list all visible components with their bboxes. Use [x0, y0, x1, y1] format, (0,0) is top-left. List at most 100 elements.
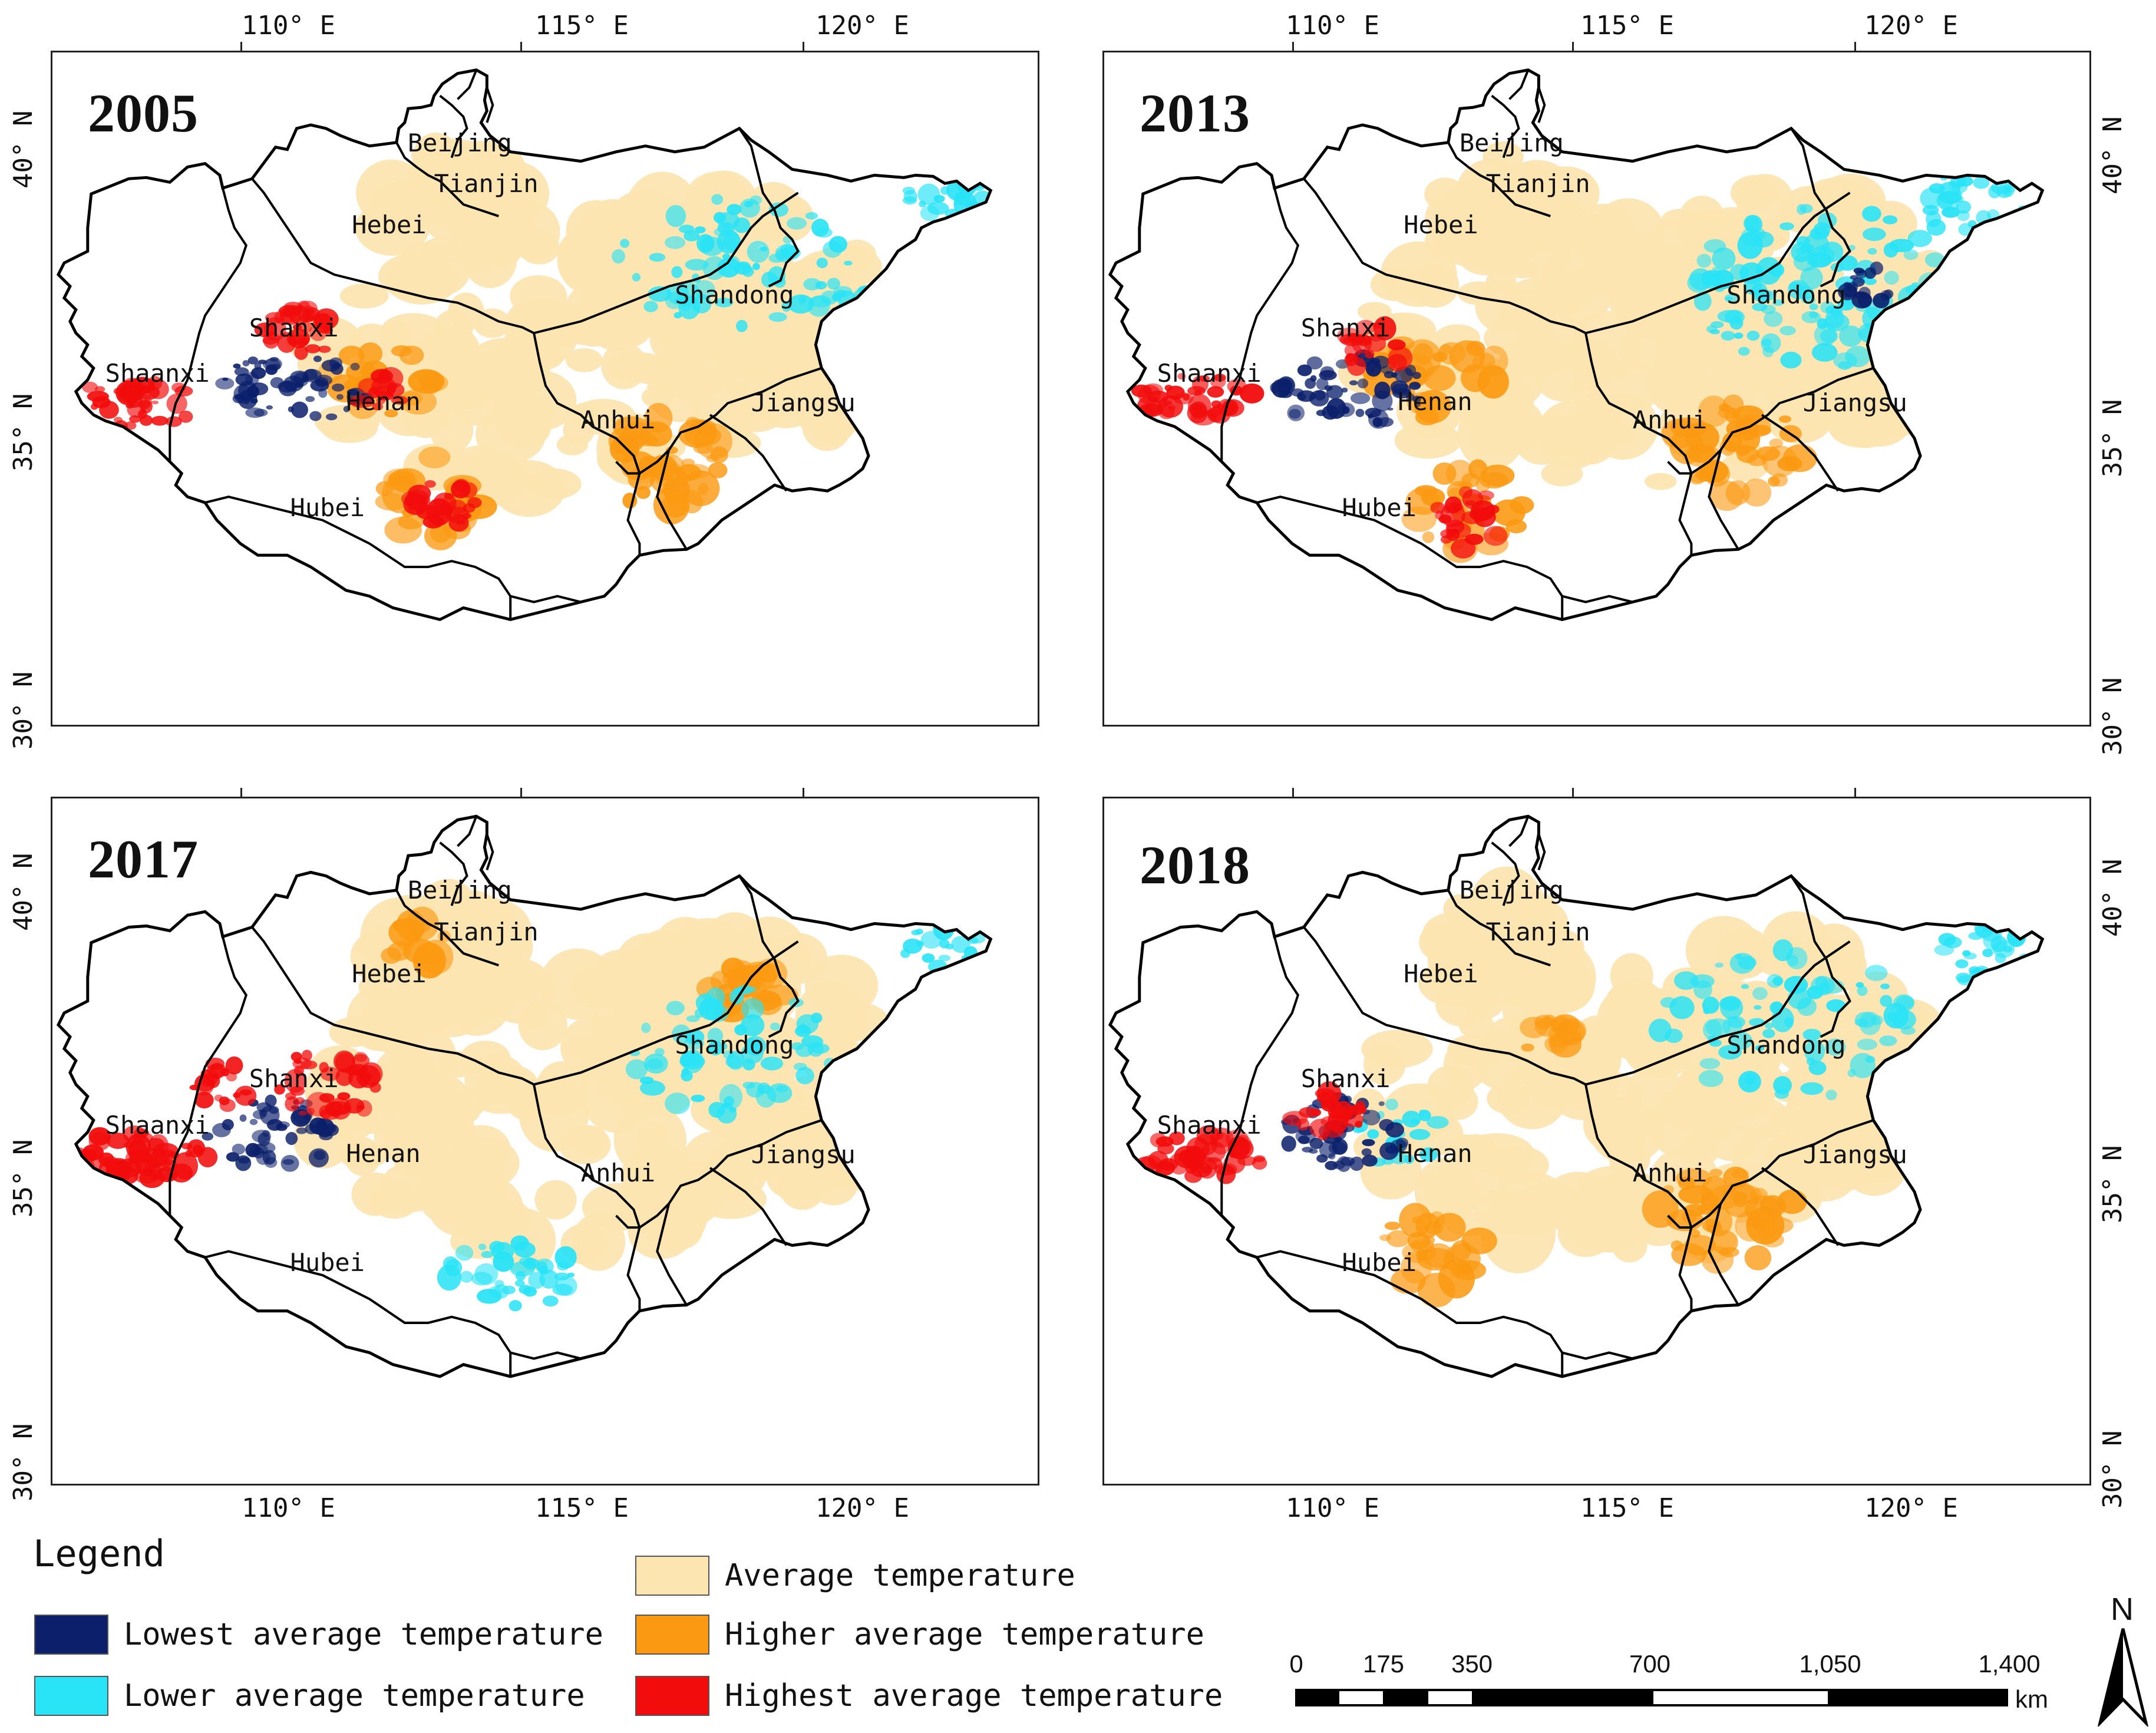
pixel-lower — [1746, 331, 1760, 341]
province-border — [639, 367, 822, 475]
pixel-highest — [1211, 400, 1221, 408]
pixel-highest — [68, 407, 86, 419]
pixel-lowest — [1290, 388, 1304, 397]
pixel-highest — [1187, 386, 1206, 396]
pixel-lower — [2010, 222, 2019, 227]
pixel-lower — [714, 227, 727, 236]
province-label-henan: Henan — [346, 387, 421, 416]
pixel-lower — [641, 1022, 651, 1034]
pixel-lower — [725, 1055, 743, 1068]
pixel-lower — [833, 286, 853, 298]
pixel-average — [329, 1017, 377, 1048]
pixel-lowest — [1309, 1137, 1323, 1150]
legend-item-highest: Highest average temperature — [635, 1676, 1223, 1716]
pixel-lowest — [343, 405, 350, 412]
pixel-lower — [733, 217, 751, 233]
pixel-lower — [872, 287, 887, 295]
pixel-lower — [1741, 984, 1749, 989]
province-label-beijing: Beijing — [407, 876, 512, 905]
pixel-higher — [1725, 408, 1741, 423]
pixel-lower — [1865, 1055, 1876, 1063]
pixel-average — [850, 358, 886, 379]
province-border — [1691, 1119, 1874, 1229]
pixel-highest — [426, 498, 453, 526]
pixel-lower — [893, 301, 903, 306]
pixel-highest — [1182, 393, 1190, 401]
pixel-highest — [369, 1082, 381, 1093]
pixel-lower — [1956, 200, 1972, 214]
pixel-average — [454, 445, 504, 477]
pixel-lower — [489, 1240, 505, 1254]
pixel-lower — [1712, 267, 1721, 272]
pixel-lower — [1793, 252, 1818, 272]
pixel-lower — [1729, 316, 1744, 330]
province-border — [738, 127, 800, 288]
pixel-higher — [1761, 1217, 1794, 1234]
legend-label: Higher average temperature — [725, 1617, 1204, 1652]
pixel-higher — [1399, 1203, 1432, 1238]
province-label-shanxi: Shanxi — [249, 1064, 339, 1094]
pixel-higher — [438, 930, 451, 942]
pixel-lower — [775, 1085, 788, 1092]
province-label-tianjin: Tianjin — [434, 917, 539, 947]
pixel-average — [1530, 942, 1596, 1014]
frame-tick — [1292, 42, 1294, 51]
pixel-average — [1571, 339, 1619, 390]
pixel-average — [834, 1081, 898, 1131]
pixel-lower — [460, 1270, 473, 1283]
pixel-lower — [1973, 176, 1990, 189]
pixel-lowest — [1341, 387, 1348, 393]
pixel-highest — [234, 1085, 257, 1106]
province-border — [1584, 1084, 1693, 1311]
province-label-anhui: Anhui — [580, 405, 656, 435]
pixel-average — [1907, 1109, 1945, 1145]
pixel-higher — [1505, 519, 1527, 534]
pixel-lower — [1755, 1045, 1765, 1051]
region-outline — [56, 814, 993, 1378]
pixel-lower — [1949, 180, 1957, 186]
pixel-average — [1900, 371, 1970, 414]
pixel-lowest — [1314, 389, 1326, 401]
pixel-lower — [1963, 952, 1977, 960]
pixel-highest — [1207, 386, 1224, 398]
pixel-highest — [314, 308, 339, 330]
pixel-highest — [285, 1096, 300, 1112]
pixel-average — [1414, 1157, 1479, 1226]
pixel-average — [1541, 461, 1583, 487]
pixel-lowest — [1855, 270, 1864, 276]
pixel-average — [601, 342, 648, 389]
pixel-lowest — [266, 1118, 283, 1131]
province-label-tianjin: Tianjin — [1485, 917, 1590, 947]
pixel-highest — [107, 1133, 130, 1149]
pixel-lowest — [263, 358, 281, 371]
province-border — [1447, 141, 1551, 217]
pixel-lower — [1839, 325, 1863, 347]
pixel-lower — [1927, 297, 1939, 306]
pixel-lower — [781, 301, 792, 312]
pixel-lower — [1809, 303, 1818, 311]
legend-label: Average temperature — [725, 1558, 1075, 1593]
pixel-lower — [1959, 179, 1966, 184]
province-border — [1667, 461, 1692, 475]
province-border — [615, 1214, 640, 1229]
region-outline — [1108, 68, 2045, 622]
province-border — [1790, 875, 1851, 1038]
pixel-average — [519, 230, 560, 265]
pixel-lower — [707, 1028, 724, 1044]
pixel-lower — [1779, 222, 1794, 230]
pixel-higher — [691, 420, 717, 434]
pixel-lower — [794, 1025, 811, 1038]
pixel-lower — [1880, 995, 1893, 1007]
pixel-lowest — [233, 363, 241, 369]
pixel-higher — [1386, 1230, 1410, 1247]
pixel-higher — [1432, 352, 1448, 362]
pixel-lower — [734, 1024, 747, 1036]
pixel-lower — [795, 1067, 814, 1085]
province-label-beijing: Beijing — [407, 128, 512, 157]
pixel-lower — [1818, 981, 1831, 995]
pixel-lowest — [1306, 356, 1323, 370]
province-border — [1585, 940, 1851, 1086]
lon-tick: 120° E — [815, 1493, 909, 1523]
province-label-jiangsu: Jiangsu — [1802, 1140, 1907, 1170]
pixel-higher — [1423, 365, 1456, 391]
